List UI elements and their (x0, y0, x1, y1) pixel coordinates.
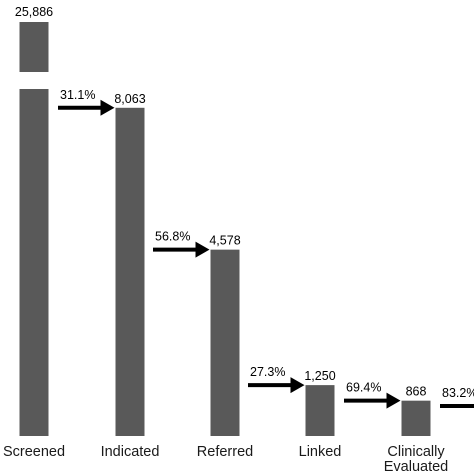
category-tick-label: Indicated (101, 444, 160, 460)
category-tick-label: Screened (3, 444, 65, 460)
conversion-percent-label: 27.3% (250, 365, 285, 379)
bar-break-cap-screened (19, 22, 49, 72)
bar-linked (305, 385, 335, 436)
conversion-percent-label: 69.4% (346, 381, 381, 395)
conversion-arrow-head (386, 392, 401, 409)
conversion-arrow-head (100, 99, 115, 116)
bar-value-label: 8,063 (114, 92, 145, 106)
bar-screened (19, 89, 49, 436)
conversion-arrow-head (195, 241, 210, 258)
conversion-percent-label: 83.2% (442, 386, 474, 400)
bar-value-label: 25,886 (15, 5, 53, 19)
bar-value-label: 4,578 (209, 234, 240, 248)
bar-value-label: 868 (406, 385, 427, 399)
bar-value-label: 1,250 (304, 369, 335, 383)
category-tick-label: Evaluated (384, 459, 449, 474)
bar-indicated (115, 107, 145, 437)
conversion-percent-label: 31.1% (60, 88, 95, 102)
bar-referred (210, 249, 240, 436)
conversion-percent-label: 56.8% (155, 230, 190, 244)
conversion-arrow-head (290, 377, 305, 394)
bar-clinically-evaluated (401, 400, 431, 436)
category-tick-label: Linked (299, 444, 342, 460)
category-tick-label: Clinically (387, 444, 445, 460)
category-tick-label: Referred (197, 444, 253, 460)
